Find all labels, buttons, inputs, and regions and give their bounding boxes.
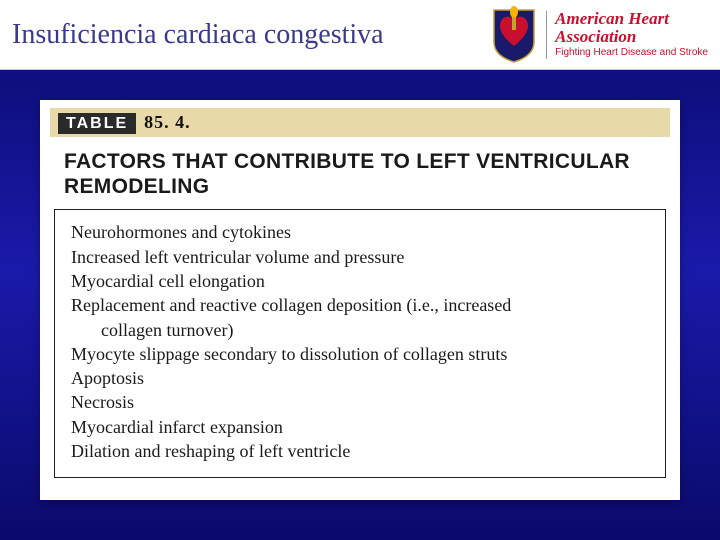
table-number: 85. 4. [144, 112, 191, 132]
factor-item: Myocyte slippage secondary to dissolutio… [71, 342, 653, 366]
aha-line2: Association [555, 28, 636, 46]
logo-group: American Heart Association Fighting Hear… [490, 6, 708, 64]
aha-tagline: Fighting Heart Disease and Stroke [555, 48, 708, 59]
heart-shield-icon [490, 6, 538, 64]
factor-item: Dilation and reshaping of left ventricle [71, 439, 653, 463]
table-heading: FACTORS THAT CONTRIBUTE TO LEFT VENTRICU… [50, 149, 670, 209]
table-label-band: TABLE 85. 4. [50, 108, 670, 137]
header-bar: Insuficiencia cardiaca congestiva Americ… [0, 0, 720, 70]
table-content-panel: TABLE 85. 4. FACTORS THAT CONTRIBUTE TO … [40, 100, 680, 500]
slide-title: Insuficiencia cardiaca congestiva [12, 19, 490, 51]
factor-item: Replacement and reactive collagen deposi… [71, 293, 653, 317]
table-label-prefix: TABLE [58, 113, 136, 134]
factor-item: Neurohormones and cytokines [71, 220, 653, 244]
factor-item: Increased left ventricular volume and pr… [71, 245, 653, 269]
factor-item: Myocardial cell elongation [71, 269, 653, 293]
factors-list-box: Neurohormones and cytokinesIncreased lef… [54, 209, 666, 478]
factor-item: Apoptosis [71, 366, 653, 390]
aha-line1: American Heart [555, 10, 669, 28]
factor-item: collagen turnover) [71, 318, 653, 342]
logo-divider [546, 11, 547, 59]
factor-item: Myocardial infarct expansion [71, 415, 653, 439]
factor-item: Necrosis [71, 390, 653, 414]
aha-logo-text: American Heart Association Fighting Hear… [555, 10, 708, 58]
